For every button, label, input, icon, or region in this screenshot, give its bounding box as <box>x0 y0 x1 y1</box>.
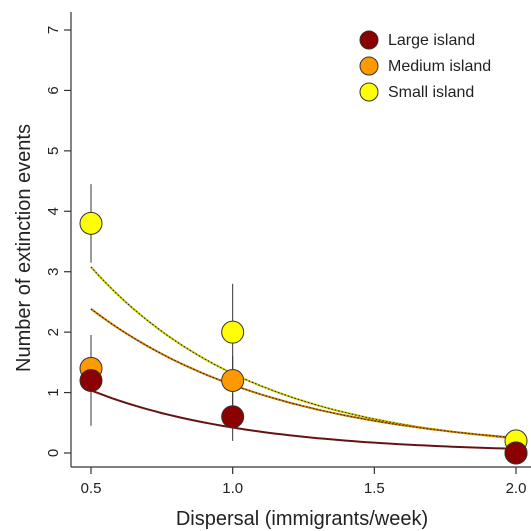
data-points <box>79 211 528 465</box>
fit-curve-dots <box>90 389 517 450</box>
legend-label: Small island <box>388 84 474 101</box>
x-tick-label: 2.0 <box>506 480 527 497</box>
fit-curve-dots <box>90 266 517 439</box>
x-ticks: 0.5 1.0 1.5 2.0 <box>81 467 527 497</box>
data-point <box>221 320 245 344</box>
y-tick-label: 6 <box>45 86 62 94</box>
y-tick-label: 1 <box>45 388 62 396</box>
fit-curves <box>90 266 517 450</box>
legend-marker <box>359 56 379 76</box>
data-point <box>504 441 528 465</box>
y-tick-label: 4 <box>45 207 62 215</box>
x-tick-label: 1.5 <box>364 480 385 497</box>
legend: Large island Medium island Small island <box>359 30 491 102</box>
y-tick-label: 3 <box>45 268 62 276</box>
x-tick-label: 0.5 <box>81 480 102 497</box>
legend-label: Large island <box>388 32 475 49</box>
data-point <box>79 368 103 392</box>
data-point <box>221 368 245 392</box>
x-tick-label: 1.0 <box>222 480 243 497</box>
y-tick-label: 7 <box>45 26 62 34</box>
legend-label: Medium island <box>388 58 491 75</box>
data-point <box>221 405 245 429</box>
legend-marker <box>359 82 379 102</box>
legend-marker <box>359 30 379 50</box>
x-axis-title: Dispersal (immigrants/week) <box>176 508 428 530</box>
data-point <box>79 211 103 235</box>
fit-curve-dots <box>90 308 517 439</box>
error-bars <box>90 184 517 453</box>
y-tick-label: 5 <box>45 147 62 155</box>
fit-curve <box>90 308 517 439</box>
y-tick-label: 2 <box>45 328 62 336</box>
y-axis-title: Number of extinction events <box>13 124 35 372</box>
y-ticks: 0 1 2 3 4 5 6 7 <box>45 26 71 457</box>
y-tick-label: 0 <box>45 449 62 457</box>
fit-curve <box>90 266 517 440</box>
fit-curve <box>90 389 517 450</box>
